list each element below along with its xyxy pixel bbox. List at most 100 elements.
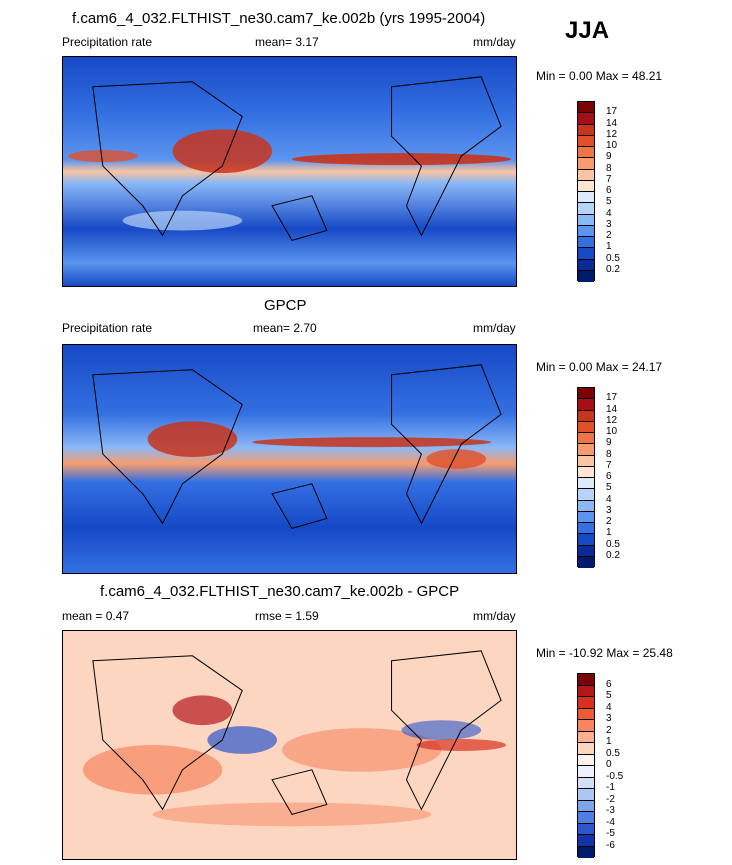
colorbar-segment <box>578 421 594 433</box>
colorbar-segment <box>578 388 594 400</box>
colorbar-tick-label: -1 <box>606 782 615 793</box>
colorbar-segment <box>578 466 594 478</box>
panel1-left-label: Precipitation rate <box>62 35 153 49</box>
colorbar-segment <box>578 846 594 858</box>
colorbar-segment <box>578 113 594 125</box>
panel3-colorbar <box>577 673 595 858</box>
colorbar-segment <box>578 754 594 766</box>
colorbar-tick-label: 3 <box>606 504 612 516</box>
panel2-title: GPCP <box>264 297 307 314</box>
colorbar-tick-label: 8 <box>606 448 612 460</box>
panel3-rmse: rmse = 1.59 <box>255 609 319 623</box>
colorbar-segment <box>578 500 594 512</box>
colorbar-segment <box>578 124 594 136</box>
panel2-map <box>62 344 517 574</box>
colorbar-tick-label: -3 <box>606 805 615 816</box>
colorbar-segment <box>578 180 594 192</box>
colorbar-segment <box>578 720 594 732</box>
colorbar-tick-label: 4 <box>606 701 612 713</box>
colorbar-tick-label: -0.5 <box>606 770 624 782</box>
colorbar-tick-label: 5 <box>606 690 612 701</box>
colorbar-segment <box>578 489 594 501</box>
colorbar-tick-label: -4 <box>606 816 615 828</box>
colorbar-segment <box>578 433 594 445</box>
colorbar-segment <box>578 147 594 159</box>
panel2-mean: mean= 2.70 <box>253 321 317 335</box>
colorbar-tick-label: 1 <box>606 736 612 747</box>
colorbar-tick-label: 6 <box>606 678 612 690</box>
colorbar-tick-label: 2 <box>606 516 612 527</box>
panel2-minmax: Min = 0.00 Max = 24.17 <box>536 360 663 374</box>
colorbar-tick-label: 12 <box>606 414 618 426</box>
panel2-colorbar <box>577 387 595 568</box>
colorbar-segment <box>578 685 594 697</box>
colorbar-segment <box>578 192 594 204</box>
panel3-title: f.cam6_4_032.FLTHIST_ne30.cam7_ke.002b -… <box>100 583 460 600</box>
colorbar-segment <box>578 534 594 546</box>
colorbar-segment <box>578 225 594 237</box>
colorbar-tick-label: 0.5 <box>606 252 620 264</box>
colorbar-tick-label: 6 <box>606 471 612 482</box>
colorbar-segment <box>578 789 594 801</box>
colorbar-tick-label: 5 <box>606 482 612 494</box>
colorbar-tick-label: 1 <box>606 527 612 539</box>
colorbar-segment <box>578 766 594 778</box>
colorbar-tick-label: 6 <box>606 185 612 196</box>
colorbar-segment <box>578 478 594 490</box>
colorbar-tick-label: 12 <box>606 128 618 140</box>
colorbar-tick-label: 9 <box>606 437 612 449</box>
colorbar-segment <box>578 731 594 743</box>
colorbar-tick-label: 10 <box>606 140 618 151</box>
colorbar-tick-label: 4 <box>606 493 612 505</box>
colorbar-segment <box>578 743 594 755</box>
panel3-map <box>62 630 517 860</box>
colorbar-segment <box>578 800 594 812</box>
panel1-minmax: Min = 0.00 Max = 48.21 <box>536 69 663 83</box>
colorbar-tick-label: 9 <box>606 151 612 163</box>
colorbar-segment <box>578 674 594 686</box>
colorbar-segment <box>578 399 594 411</box>
colorbar-tick-label: 1 <box>606 241 612 253</box>
colorbar-segment <box>578 511 594 523</box>
colorbar-segment <box>578 135 594 147</box>
colorbar-segment <box>578 455 594 467</box>
colorbar-segment <box>578 545 594 557</box>
colorbar-segment <box>578 697 594 709</box>
colorbar-segment <box>578 102 594 114</box>
colorbar-tick-label: 4 <box>606 207 612 219</box>
panel2-left-label: Precipitation rate <box>62 321 153 335</box>
colorbar-segment <box>578 410 594 422</box>
colorbar-tick-label: 7 <box>606 459 612 471</box>
colorbar-tick-label: -2 <box>606 793 615 805</box>
colorbar-tick-label: 0.5 <box>606 747 620 759</box>
panel3-left-label: mean = 0.47 <box>62 609 130 623</box>
panel1-mean: mean= 3.17 <box>255 35 319 49</box>
colorbar-segment <box>578 270 594 282</box>
colorbar-tick-label: 5 <box>606 196 612 208</box>
colorbar-tick-label: 17 <box>606 392 618 404</box>
colorbar-tick-label: 3 <box>606 713 612 724</box>
colorbar-segment <box>578 248 594 260</box>
colorbar-segment <box>578 169 594 181</box>
colorbar-segment <box>578 777 594 789</box>
colorbar-tick-label: -5 <box>606 828 615 839</box>
colorbar-segment <box>578 214 594 226</box>
panel1-colorbar <box>577 101 595 282</box>
colorbar-segment <box>578 812 594 824</box>
colorbar-tick-label: 10 <box>606 426 618 437</box>
panel3-minmax: Min = -10.92 Max = 25.48 <box>536 646 673 660</box>
colorbar-segment <box>578 823 594 835</box>
panel1-title: f.cam6_4_032.FLTHIST_ne30.cam7_ke.002b (… <box>72 10 486 27</box>
colorbar-tick-label: -6 <box>606 839 615 851</box>
panel3-units: mm/day <box>473 609 516 623</box>
colorbar-segment <box>578 203 594 215</box>
colorbar-tick-label: 3 <box>606 218 612 230</box>
colorbar-tick-label: 0.2 <box>606 263 620 275</box>
colorbar-segment <box>578 523 594 535</box>
season-label: JJA <box>565 17 610 44</box>
colorbar-segment <box>578 259 594 271</box>
colorbar-segment <box>578 444 594 456</box>
colorbar-tick-label: 0 <box>606 759 612 770</box>
colorbar-segment <box>578 158 594 170</box>
colorbar-tick-label: 8 <box>606 162 612 174</box>
